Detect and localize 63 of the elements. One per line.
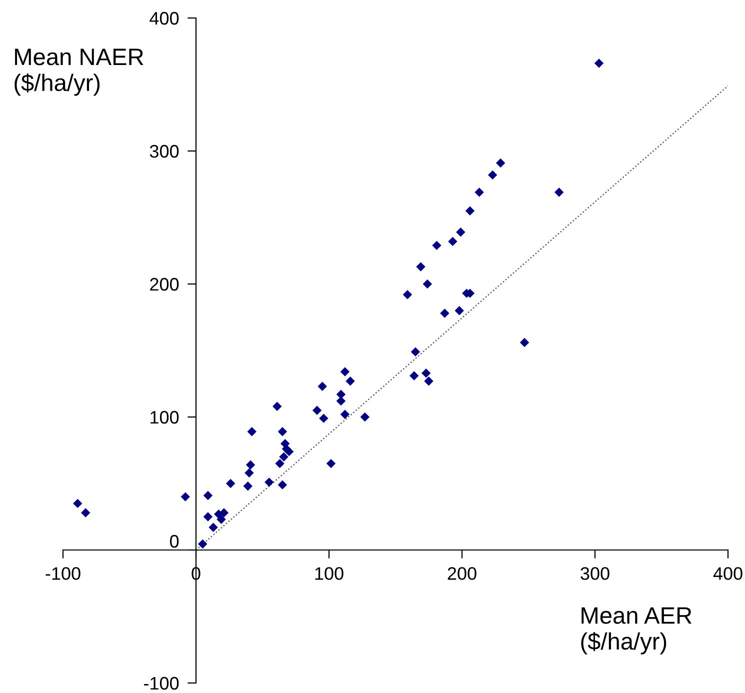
point (208, 522, 218, 532)
point (244, 468, 254, 478)
point (340, 410, 350, 419)
x-tick-label: 300 (580, 567, 610, 580)
point (198, 539, 208, 549)
point (410, 371, 419, 380)
point (421, 368, 431, 378)
point (594, 58, 604, 68)
point (247, 427, 256, 436)
point (319, 414, 328, 423)
y-tick-label: 400 (150, 12, 179, 25)
point (440, 308, 450, 318)
point (432, 240, 442, 250)
point (81, 508, 90, 518)
x-tick-label: -100 (46, 567, 80, 580)
point (180, 492, 190, 502)
x-tick-label: 100 (315, 567, 344, 580)
y-tick-label: -100 (144, 676, 179, 690)
point (496, 158, 506, 168)
point (402, 290, 412, 300)
point (226, 478, 236, 488)
point (422, 279, 432, 289)
y-tick-label: 200 (150, 278, 179, 291)
x-tick-label: 400 (713, 567, 742, 580)
point (243, 482, 252, 491)
point (336, 396, 346, 406)
point (278, 427, 288, 436)
point (326, 458, 336, 468)
point (346, 376, 355, 386)
y-tick-label: 300 (150, 144, 179, 158)
point (520, 338, 530, 348)
point (272, 402, 282, 411)
point (73, 498, 82, 508)
point (456, 228, 466, 237)
point (264, 478, 274, 487)
point (318, 382, 327, 392)
point (203, 490, 213, 500)
point (416, 262, 426, 272)
point (424, 376, 434, 386)
point (219, 508, 229, 518)
y-tick-label: 100 (150, 410, 179, 424)
point (488, 170, 498, 180)
point (554, 188, 564, 197)
point (336, 390, 346, 399)
point (312, 406, 322, 415)
point (279, 452, 288, 462)
point (203, 512, 213, 522)
point (216, 514, 226, 524)
point (465, 206, 475, 216)
y-tick-label: 0 (170, 534, 179, 548)
point (246, 460, 256, 470)
x-tick-label: 200 (448, 567, 476, 580)
point (360, 412, 370, 422)
point (278, 480, 288, 490)
point (284, 446, 294, 456)
point (474, 188, 484, 197)
point (454, 306, 464, 316)
point (410, 347, 420, 356)
point (448, 236, 458, 246)
x-axis-title: Mean AER ($/ha/yr) (581, 607, 692, 654)
y-axis-title: Mean NAER ($/ha/yr) (14, 48, 144, 96)
point (340, 367, 350, 376)
point (275, 458, 284, 468)
